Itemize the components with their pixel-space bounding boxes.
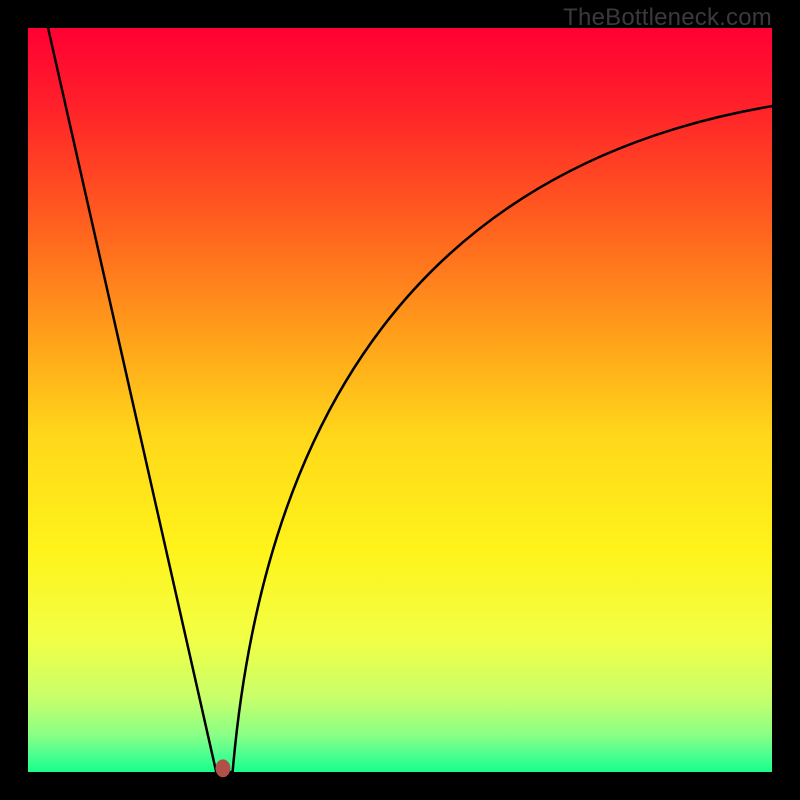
chart-stage: TheBottleneck.com [0,0,800,800]
plot-area [28,28,772,772]
watermark-text: TheBottleneck.com [563,4,772,32]
